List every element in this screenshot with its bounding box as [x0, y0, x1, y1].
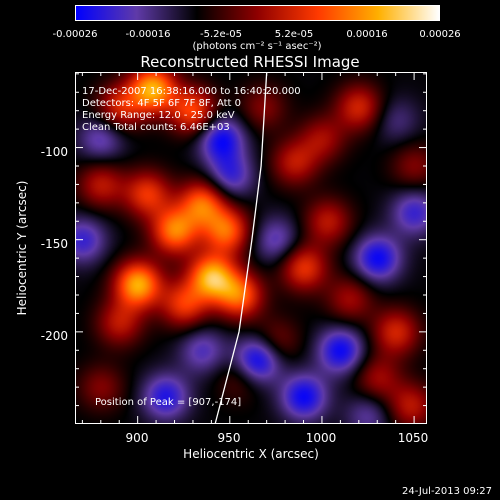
chart-title: Reconstructed RHESSI Image: [140, 53, 360, 71]
x-tick-label: 950: [217, 431, 241, 445]
colorbar-tick: -5.2e-05: [200, 29, 242, 40]
info-line: Clean Total counts: 6.46E+03: [82, 122, 230, 133]
y-axis-label: Heliocentric Y (arcsec): [15, 180, 29, 316]
y-tick-label: -100: [40, 145, 68, 159]
x-tick-label: 900: [125, 431, 149, 445]
solar-limb-line: [214, 72, 268, 424]
peak-position-label: Position of Peak = [907,-174]: [95, 397, 242, 408]
x-tick-label: 1000: [305, 431, 337, 445]
y-tick-label: -150: [40, 237, 68, 251]
y-tick-label: -200: [40, 329, 68, 343]
info-line: 17-Dec-2007 16:38:16.000 to 16:40:20.000: [82, 86, 301, 97]
plot-area: 17-Dec-2007 16:38:16.000 to 16:40:20.000…: [75, 72, 427, 424]
colorbar-tick: -0.00026: [52, 29, 98, 40]
colorbar-tick: 0.00016: [346, 29, 388, 40]
timestamp: 24-Jul-2013 09:27: [401, 486, 492, 497]
x-tick-label: 1050: [397, 431, 429, 445]
colorbar-tick: 5.2e-05: [274, 29, 314, 40]
colorbar-units: (photons cm⁻² s⁻¹ asec⁻²): [192, 41, 322, 52]
colorbar-tick: -0.00016: [125, 29, 171, 40]
plot-frame: [75, 72, 427, 424]
colorbar: [75, 5, 440, 21]
colorbar-tick: 0.00026: [419, 29, 461, 40]
info-line: Energy Range: 12.0 - 25.0 keV: [82, 110, 235, 121]
x-axis-label: Heliocentric X (arcsec): [183, 447, 319, 461]
info-line: Detectors: 4F 5F 6F 7F 8F, Att 0: [82, 98, 242, 109]
plot-overlay: [75, 72, 427, 424]
axis-ticks: [75, 72, 427, 424]
